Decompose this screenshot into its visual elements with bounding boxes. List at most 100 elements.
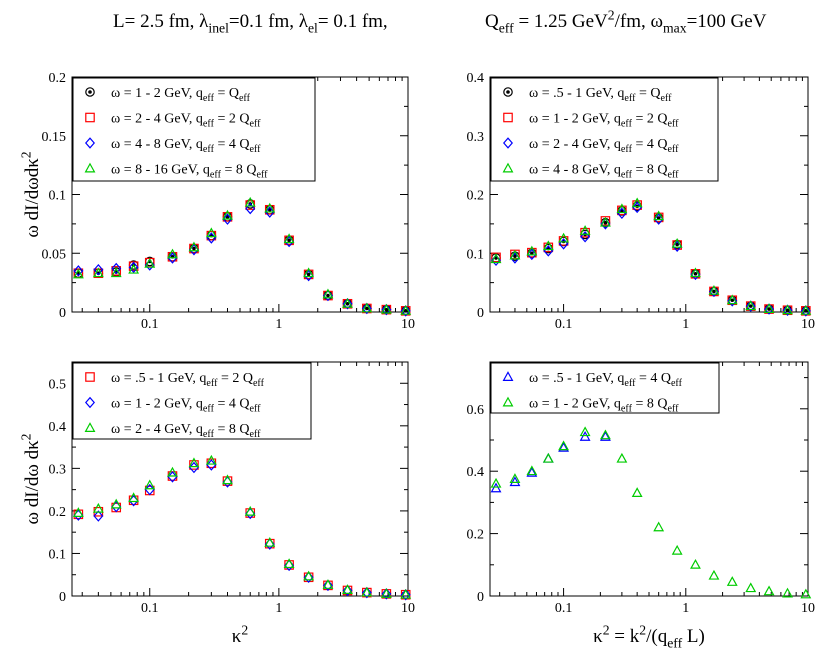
series-blue-diamond xyxy=(73,459,411,601)
data-point-core xyxy=(785,308,790,313)
series-black-circle xyxy=(73,199,411,316)
data-point-core xyxy=(384,307,389,312)
x-tick-label: 1 xyxy=(682,601,689,616)
data-point xyxy=(205,454,217,465)
data-point xyxy=(726,576,738,586)
x-tick-label: 0.1 xyxy=(555,317,573,332)
data-point xyxy=(800,305,811,317)
y-axis-label: ω dI/dω dκ2 xyxy=(18,433,43,524)
x-tick-label: 10 xyxy=(401,317,415,332)
legend-label: ω = 2 - 4 GeV, qeff = 8 Qeff xyxy=(111,422,261,440)
y-tick-label: 0.1 xyxy=(467,247,485,262)
data-point xyxy=(764,303,775,315)
data-point-core xyxy=(804,309,808,313)
data-point xyxy=(93,510,104,522)
y-tick-label: 0.6 xyxy=(467,403,485,418)
data-point xyxy=(283,558,295,569)
series-blue-diamond xyxy=(73,202,411,317)
y-axis-label: ω dI/dωdκ2 xyxy=(18,151,43,237)
legend-marker xyxy=(84,162,96,173)
data-point xyxy=(509,476,521,487)
data-point xyxy=(188,461,199,474)
legend-marker xyxy=(502,396,514,407)
data-point xyxy=(222,474,233,485)
legend-label: ω = 1 - 2 GeV, qeff = 4 Qeff xyxy=(111,397,261,415)
panel-top-left: 0.1 1 10 0 0.05 0.1 0.15 0.2 ω = 1 - 2 GeV, qeff… xyxy=(18,71,415,332)
data-point xyxy=(616,207,627,220)
data-point xyxy=(303,267,315,278)
legend-label: ω = .5 - 1 GeV, qeff = Qeff xyxy=(529,86,672,104)
data-point xyxy=(73,265,84,277)
data-point xyxy=(580,231,591,243)
data-point xyxy=(490,477,502,488)
series-black-circle xyxy=(491,201,811,316)
data-point xyxy=(92,502,104,513)
data-point xyxy=(745,300,756,312)
y-tick-label: 0 xyxy=(59,306,66,321)
data-point xyxy=(188,457,200,468)
legend-marker xyxy=(85,87,95,97)
data-point-core xyxy=(345,301,350,306)
data-point xyxy=(111,266,122,276)
data-point xyxy=(800,304,812,315)
data-point xyxy=(264,536,276,547)
y-tick-label: 0 xyxy=(477,590,484,605)
data-point xyxy=(509,249,521,260)
data-point xyxy=(558,440,570,451)
x-tick-label: 0.1 xyxy=(141,317,159,332)
data-point xyxy=(167,252,178,264)
data-point xyxy=(727,295,738,307)
y-tick-label: 0.2 xyxy=(49,505,67,520)
legend-marker xyxy=(502,162,514,173)
legend-label: ω = 1 - 2 GeV, qeff = 8 Qeff xyxy=(529,397,679,415)
data-point xyxy=(726,294,738,305)
data-point-core xyxy=(530,251,534,256)
data-point xyxy=(653,212,664,223)
legend-label: ω = 4 - 8 GeV, qeff = 4 Qeff xyxy=(111,137,261,155)
legend-marker xyxy=(85,372,95,382)
data-point-core xyxy=(693,272,698,276)
data-point xyxy=(491,252,501,263)
y-tick-label: 0.2 xyxy=(467,189,485,204)
x-axis-label: κ2 = k2/(qeff L) xyxy=(593,622,705,650)
data-point xyxy=(579,431,591,441)
y-tick-label: 0.5 xyxy=(49,377,67,392)
data-point xyxy=(631,197,643,208)
data-point xyxy=(490,482,502,493)
data-point xyxy=(264,204,275,215)
data-point-core xyxy=(730,298,735,303)
data-point xyxy=(579,225,591,235)
data-point-core xyxy=(287,238,291,243)
data-point xyxy=(361,586,372,599)
series-red-square xyxy=(491,200,811,316)
data-point xyxy=(599,431,611,441)
x-tick-label: 1 xyxy=(275,601,282,616)
x-tick-label: 10 xyxy=(401,601,415,616)
data-point xyxy=(745,582,757,593)
series-blue-triangle xyxy=(490,431,611,493)
data-point xyxy=(322,579,333,592)
legend-label: ω = 8 - 16 GeV, qeff = 8 Qeff xyxy=(111,163,268,181)
data-point xyxy=(631,487,643,497)
data-point xyxy=(128,261,139,274)
legend-marker xyxy=(84,422,96,432)
data-point xyxy=(167,248,178,259)
legend-box xyxy=(72,362,312,440)
data-point xyxy=(72,507,84,517)
data-point xyxy=(303,570,315,581)
y-tick-label: 0.1 xyxy=(49,189,67,204)
data-point-core xyxy=(326,293,330,298)
data-point xyxy=(167,471,178,483)
legend-marker xyxy=(85,396,95,409)
y-tick-label: 0 xyxy=(59,590,66,605)
data-point xyxy=(600,216,611,226)
y-tick-label: 0.2 xyxy=(49,71,67,86)
data-point xyxy=(800,588,812,599)
y-tick-label: 0.05 xyxy=(42,247,67,262)
header-right: Qeff = 1.25 GeV2/fm, ωmax=100 GeV xyxy=(485,7,767,35)
data-point xyxy=(527,247,537,258)
legend-marker xyxy=(85,137,95,149)
data-point xyxy=(708,569,720,580)
data-point xyxy=(671,237,683,248)
series-green-triangle xyxy=(72,196,412,315)
